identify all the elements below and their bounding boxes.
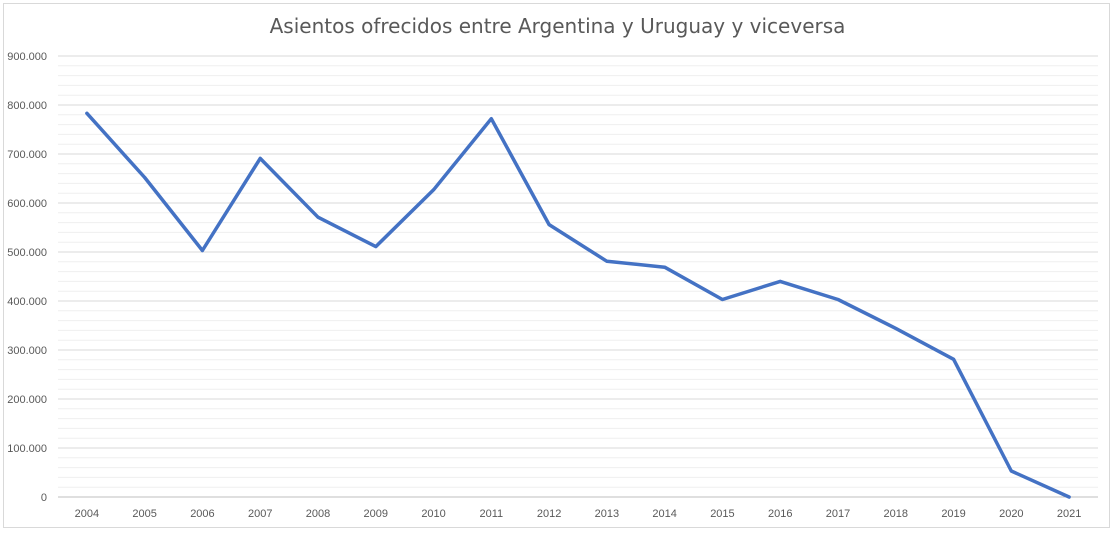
data-point — [605, 259, 609, 263]
data-point — [1009, 469, 1013, 473]
data-point — [143, 176, 147, 180]
x-tick-label: 2008 — [306, 508, 330, 520]
y-tick-label: 700.000 — [7, 149, 47, 161]
x-tick-label: 2017 — [826, 508, 850, 520]
y-tick-label: 600.000 — [7, 198, 47, 210]
data-point — [374, 245, 378, 249]
x-tick-label: 2013 — [595, 508, 619, 520]
x-axis-ticks: 2004 2005 2006 2007 2008 2009 2010 2011 2012 2013… — [75, 508, 1082, 520]
y-tick-label: 900.000 — [7, 51, 47, 63]
data-point — [200, 249, 204, 253]
y-axis-ticks: 0 100.000 200.000 300.000 400.000 500.000 600.… — [7, 51, 47, 504]
y-tick-label: 800.000 — [7, 100, 47, 112]
data-point — [663, 265, 667, 269]
x-tick-label: 2012 — [537, 508, 561, 520]
y-tick-label: 200.000 — [7, 394, 47, 406]
y-tick-label: 0 — [41, 492, 47, 504]
x-tick-label: 2005 — [132, 508, 156, 520]
x-tick-label: 2009 — [364, 508, 388, 520]
data-point — [258, 156, 262, 160]
x-tick-label: 2020 — [999, 508, 1023, 520]
major-gridlines — [58, 55, 1098, 498]
x-tick-label: 2016 — [768, 508, 792, 520]
x-tick-label: 2011 — [480, 508, 504, 520]
data-point — [952, 357, 956, 361]
x-tick-label: 2010 — [421, 508, 445, 520]
x-tick-label: 2014 — [652, 508, 676, 520]
x-tick-label: 2021 — [1057, 508, 1081, 520]
data-point — [836, 298, 840, 302]
data-point — [894, 326, 898, 330]
y-tick-label: 100.000 — [7, 443, 47, 455]
series-line — [85, 111, 1071, 499]
x-tick-label: 2007 — [248, 508, 272, 520]
chart-title: Asientos ofrecidos entre Argentina y Uru… — [269, 14, 846, 38]
data-point — [778, 279, 782, 283]
y-tick-label: 300.000 — [7, 345, 47, 357]
data-point — [432, 188, 436, 192]
x-tick-label: 2018 — [884, 508, 908, 520]
y-tick-label: 500.000 — [7, 247, 47, 259]
data-point — [489, 117, 493, 121]
chart-frame: Asientos ofrecidos entre Argentina y Uru… — [3, 3, 1110, 528]
x-tick-label: 2006 — [190, 508, 214, 520]
minor-gridlines — [58, 65, 1098, 488]
data-point — [547, 223, 551, 227]
data-point — [85, 111, 89, 115]
x-tick-label: 2015 — [710, 508, 734, 520]
y-tick-label: 400.000 — [7, 296, 47, 308]
data-point — [316, 215, 320, 219]
data-point — [720, 298, 724, 302]
series-group — [85, 111, 1071, 499]
x-tick-label: 2019 — [941, 508, 965, 520]
data-point — [1067, 495, 1071, 499]
x-tick-label: 2004 — [75, 508, 99, 520]
